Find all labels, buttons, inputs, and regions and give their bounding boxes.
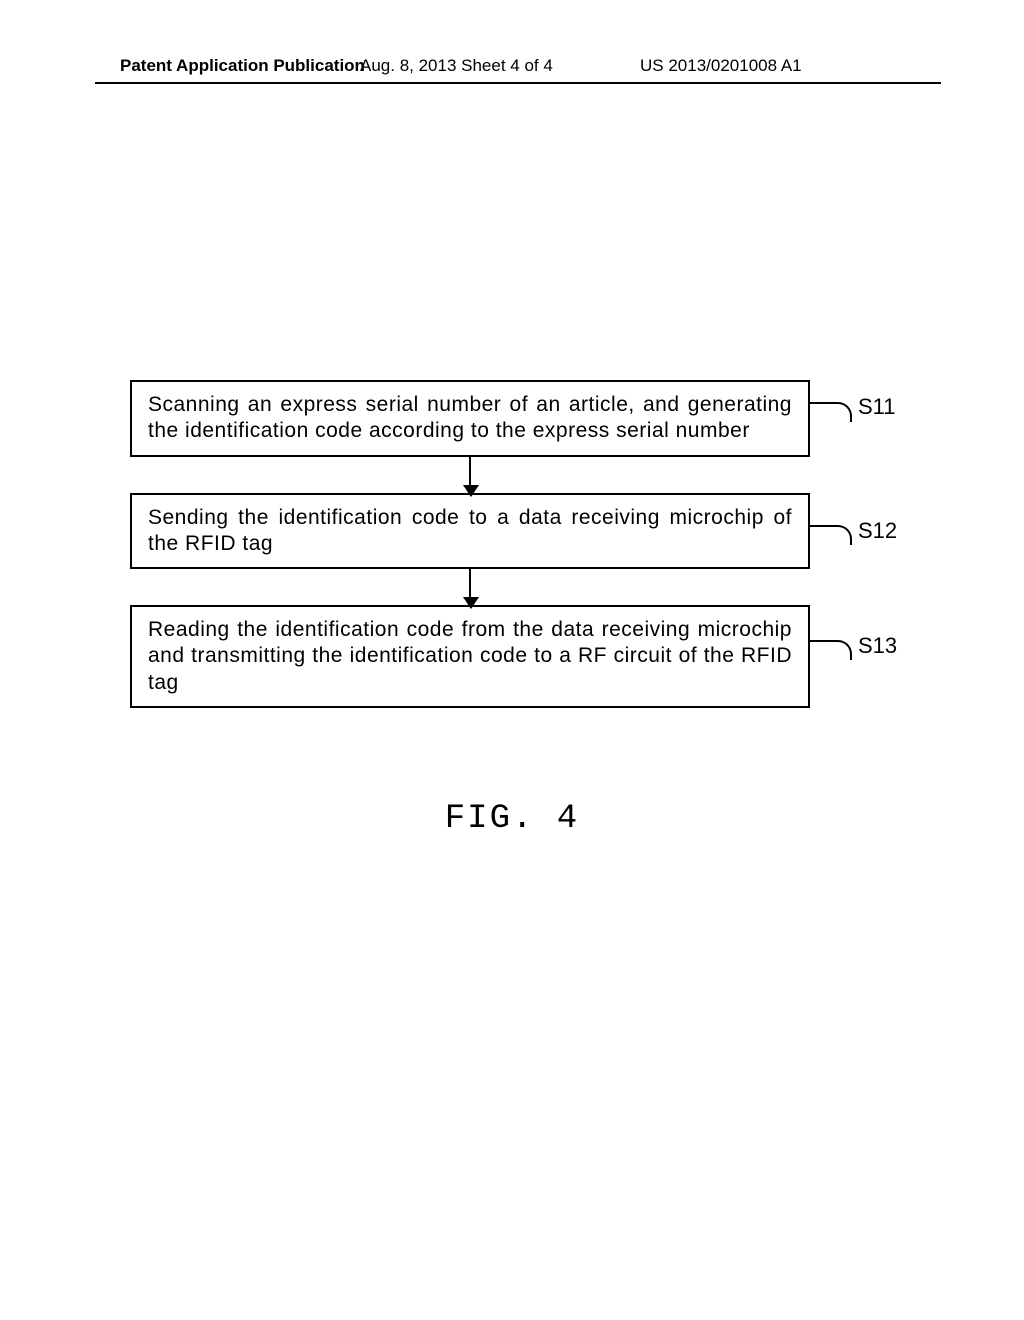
header-right: US 2013/0201008 A1 [640, 56, 802, 76]
arrow-s11-s12 [130, 457, 810, 493]
leader-s12 [810, 525, 852, 545]
step-label-s13: S13 [858, 633, 897, 659]
step-label-s12: S12 [858, 518, 897, 544]
step-text: Reading the identification code from the… [148, 618, 792, 694]
arrow-line-icon [469, 457, 471, 487]
arrow-s12-s13 [130, 569, 810, 605]
arrow-line-icon [469, 569, 471, 599]
step-box-s13: Reading the identification code from the… [130, 605, 810, 708]
figure-caption: FIG. 4 [0, 800, 1024, 838]
header-mid: Aug. 8, 2013 Sheet 4 of 4 [360, 56, 553, 76]
step-label-s11: S11 [858, 394, 896, 420]
header-rule [95, 82, 941, 84]
leader-s11 [810, 402, 852, 422]
step-text: Sending the identification code to a dat… [148, 506, 792, 555]
leader-s13 [810, 640, 852, 660]
header-left: Patent Application Publication [120, 56, 365, 76]
step-box-s12: Sending the identification code to a dat… [130, 493, 810, 570]
step-box-s11: Scanning an express serial number of an … [130, 380, 810, 457]
flowchart: Scanning an express serial number of an … [130, 380, 920, 708]
step-text: Scanning an express serial number of an … [148, 393, 792, 442]
